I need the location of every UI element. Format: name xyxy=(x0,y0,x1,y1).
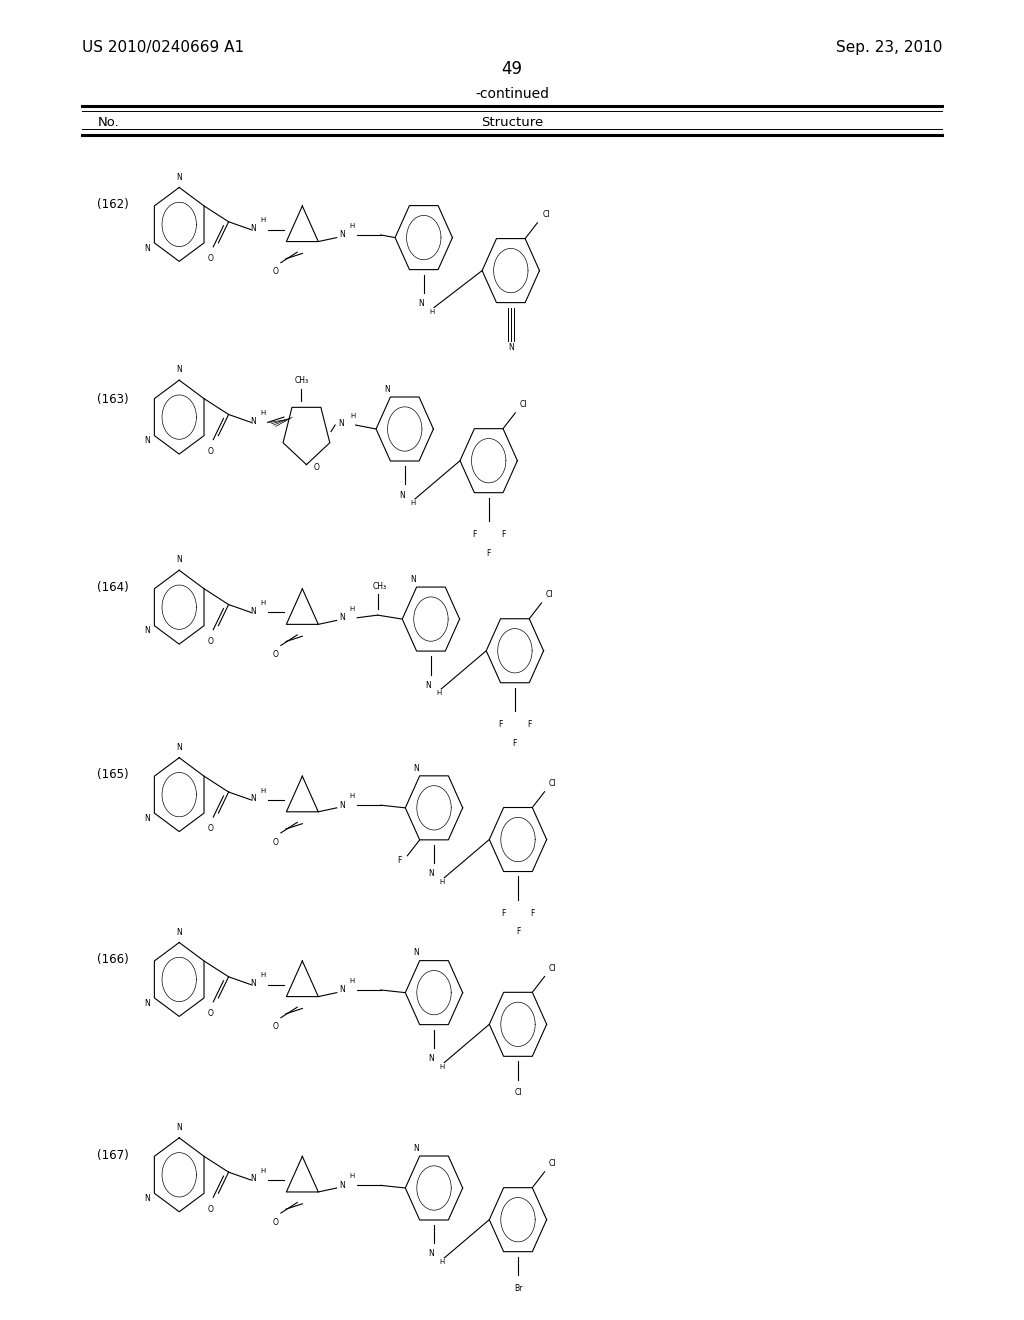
Text: F: F xyxy=(516,928,520,936)
Text: F: F xyxy=(486,549,490,557)
Text: F: F xyxy=(502,909,506,917)
Text: CH₃: CH₃ xyxy=(373,582,387,590)
Text: N: N xyxy=(339,986,345,994)
Text: F: F xyxy=(527,721,531,729)
Text: (163): (163) xyxy=(97,393,129,407)
Text: N: N xyxy=(428,1055,434,1063)
Text: Br: Br xyxy=(514,1284,522,1292)
Text: (165): (165) xyxy=(97,768,129,781)
Text: H: H xyxy=(261,788,266,793)
Text: Cl: Cl xyxy=(514,1089,521,1097)
Text: H: H xyxy=(349,1173,354,1179)
Text: H: H xyxy=(349,223,354,228)
Text: F: F xyxy=(513,739,517,747)
Text: N: N xyxy=(250,224,256,232)
Text: H: H xyxy=(349,978,354,983)
Text: H: H xyxy=(439,879,444,884)
Text: Cl: Cl xyxy=(546,590,553,599)
Text: N: N xyxy=(250,979,256,987)
Text: H: H xyxy=(429,309,434,314)
Text: O: O xyxy=(207,1205,213,1213)
Text: Cl: Cl xyxy=(549,964,556,973)
Text: N: N xyxy=(176,173,182,182)
Text: N: N xyxy=(339,801,345,809)
Text: -continued: -continued xyxy=(475,87,549,100)
Text: H: H xyxy=(350,413,355,418)
Text: Sep. 23, 2010: Sep. 23, 2010 xyxy=(836,40,942,55)
Text: N: N xyxy=(176,556,182,565)
Text: H: H xyxy=(261,218,266,223)
Text: US 2010/0240669 A1: US 2010/0240669 A1 xyxy=(82,40,244,55)
Text: F: F xyxy=(397,857,401,866)
Text: N: N xyxy=(414,949,419,957)
Text: N: N xyxy=(508,343,514,351)
Text: N: N xyxy=(144,814,151,822)
Text: N: N xyxy=(428,870,434,878)
Text: O: O xyxy=(313,463,319,471)
Text: H: H xyxy=(261,973,266,978)
Text: H: H xyxy=(349,606,354,611)
Text: O: O xyxy=(207,255,213,263)
Text: (166): (166) xyxy=(97,953,129,966)
Text: F: F xyxy=(499,721,503,729)
Text: N: N xyxy=(250,417,256,425)
Text: N: N xyxy=(144,999,151,1007)
Text: Structure: Structure xyxy=(481,116,543,129)
Text: N: N xyxy=(411,576,416,583)
Text: N: N xyxy=(144,437,151,445)
Text: (164): (164) xyxy=(97,581,129,594)
Text: N: N xyxy=(176,366,182,375)
Text: N: N xyxy=(339,614,345,622)
Text: N: N xyxy=(428,1250,434,1258)
Text: N: N xyxy=(339,1181,345,1189)
Text: O: O xyxy=(272,268,279,276)
Text: O: O xyxy=(207,825,213,833)
Text: N: N xyxy=(176,743,182,752)
Text: H: H xyxy=(436,690,441,696)
Text: H: H xyxy=(439,1064,444,1069)
Text: N: N xyxy=(250,607,256,615)
Text: H: H xyxy=(261,1168,266,1173)
Text: N: N xyxy=(176,928,182,937)
Text: (162): (162) xyxy=(97,198,129,211)
Text: F: F xyxy=(501,531,505,539)
Text: O: O xyxy=(272,838,279,846)
Text: H: H xyxy=(261,411,266,416)
Text: O: O xyxy=(272,1023,279,1031)
Text: N: N xyxy=(250,1175,256,1183)
Text: N: N xyxy=(338,420,344,428)
Text: 49: 49 xyxy=(502,59,522,78)
Text: H: H xyxy=(349,793,354,799)
Text: O: O xyxy=(207,1010,213,1018)
Text: O: O xyxy=(272,651,279,659)
Text: (167): (167) xyxy=(97,1148,129,1162)
Text: No.: No. xyxy=(97,116,119,129)
Text: N: N xyxy=(250,795,256,803)
Text: N: N xyxy=(384,385,390,393)
Text: O: O xyxy=(272,1218,279,1226)
Text: N: N xyxy=(144,1195,151,1203)
Text: O: O xyxy=(207,447,213,455)
Text: N: N xyxy=(418,300,424,308)
Text: N: N xyxy=(144,244,151,252)
Text: N: N xyxy=(414,1144,419,1152)
Text: Cl: Cl xyxy=(543,210,550,219)
Text: Cl: Cl xyxy=(549,1159,556,1168)
Text: N: N xyxy=(339,231,345,239)
Text: N: N xyxy=(414,764,419,772)
Text: H: H xyxy=(411,500,416,506)
Text: F: F xyxy=(472,531,476,539)
Text: N: N xyxy=(398,491,404,499)
Text: N: N xyxy=(176,1123,182,1133)
Text: H: H xyxy=(439,1259,444,1265)
Text: O: O xyxy=(207,638,213,645)
Text: Cl: Cl xyxy=(520,400,527,409)
Text: CH₃: CH₃ xyxy=(294,376,308,384)
Text: F: F xyxy=(530,909,535,917)
Text: N: N xyxy=(425,681,431,689)
Text: N: N xyxy=(144,627,151,635)
Text: H: H xyxy=(261,601,266,606)
Text: Cl: Cl xyxy=(549,779,556,788)
